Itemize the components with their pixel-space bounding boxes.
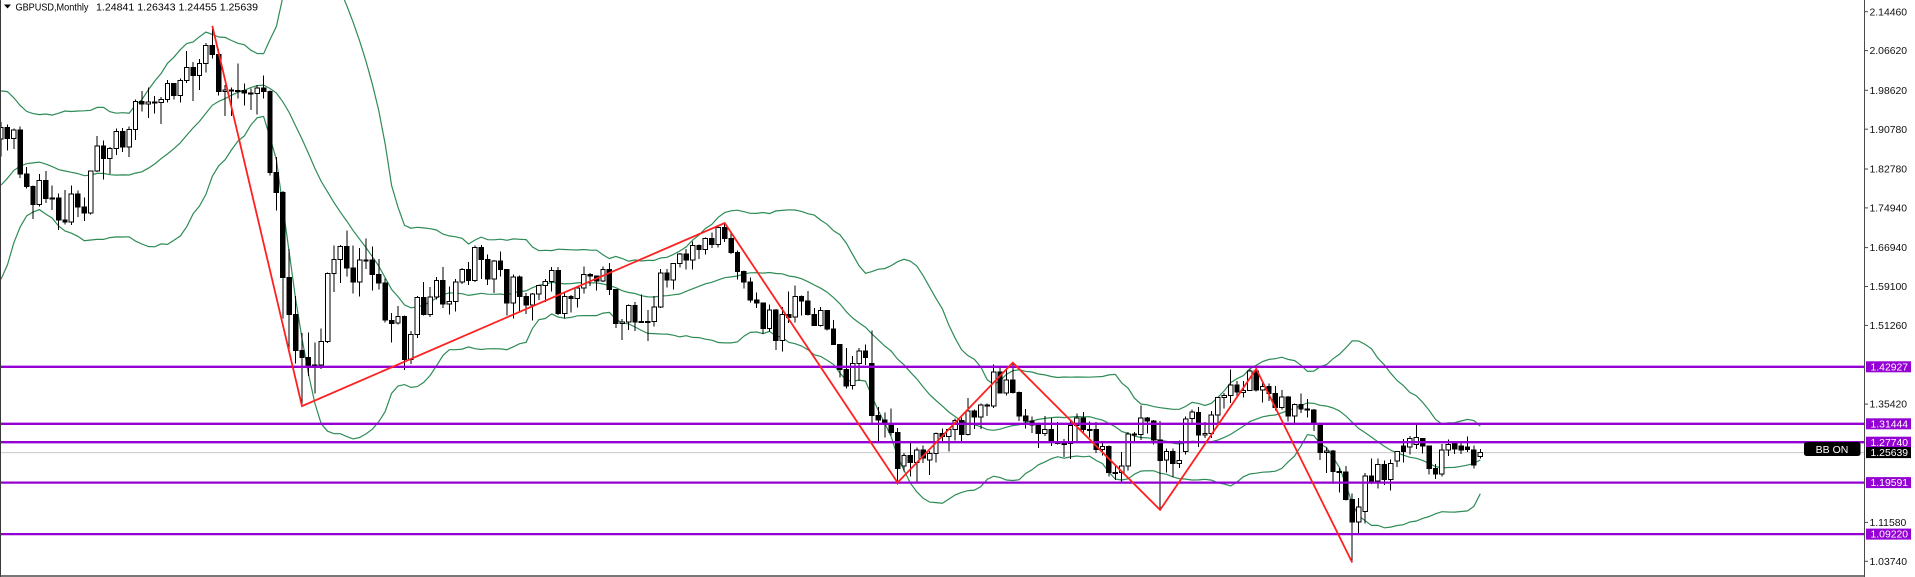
svg-text:1.03740: 1.03740 [1870,557,1908,568]
svg-text:1.11580: 1.11580 [1870,518,1907,529]
svg-text:1.31444: 1.31444 [1871,419,1909,430]
svg-text:1.59100: 1.59100 [1870,282,1908,293]
svg-text:BB ON: BB ON [1816,444,1849,456]
svg-text:1.74940: 1.74940 [1870,204,1908,215]
svg-text:1.35420: 1.35420 [1870,400,1908,411]
svg-text:1.09220: 1.09220 [1871,530,1909,541]
svg-text:2.14460: 2.14460 [1870,7,1908,18]
svg-text:1.66940: 1.66940 [1870,243,1908,254]
svg-text:1.27740: 1.27740 [1871,438,1909,449]
svg-text:1.19591: 1.19591 [1871,478,1909,489]
svg-text:1.82780: 1.82780 [1870,165,1908,176]
svg-text:2.06620: 2.06620 [1870,46,1908,57]
svg-text:1.98620: 1.98620 [1870,86,1908,97]
svg-text:1.90780: 1.90780 [1870,125,1908,136]
svg-text:1.51260: 1.51260 [1870,321,1908,332]
svg-text:1.42927: 1.42927 [1871,362,1909,373]
svg-text:1.25639: 1.25639 [1871,448,1909,459]
svg-text:GBPUSD,Monthly: GBPUSD,Monthly [16,3,90,14]
svg-text:1.24841 1.26343 1.24455 1.2563: 1.24841 1.26343 1.24455 1.25639 [96,3,258,14]
